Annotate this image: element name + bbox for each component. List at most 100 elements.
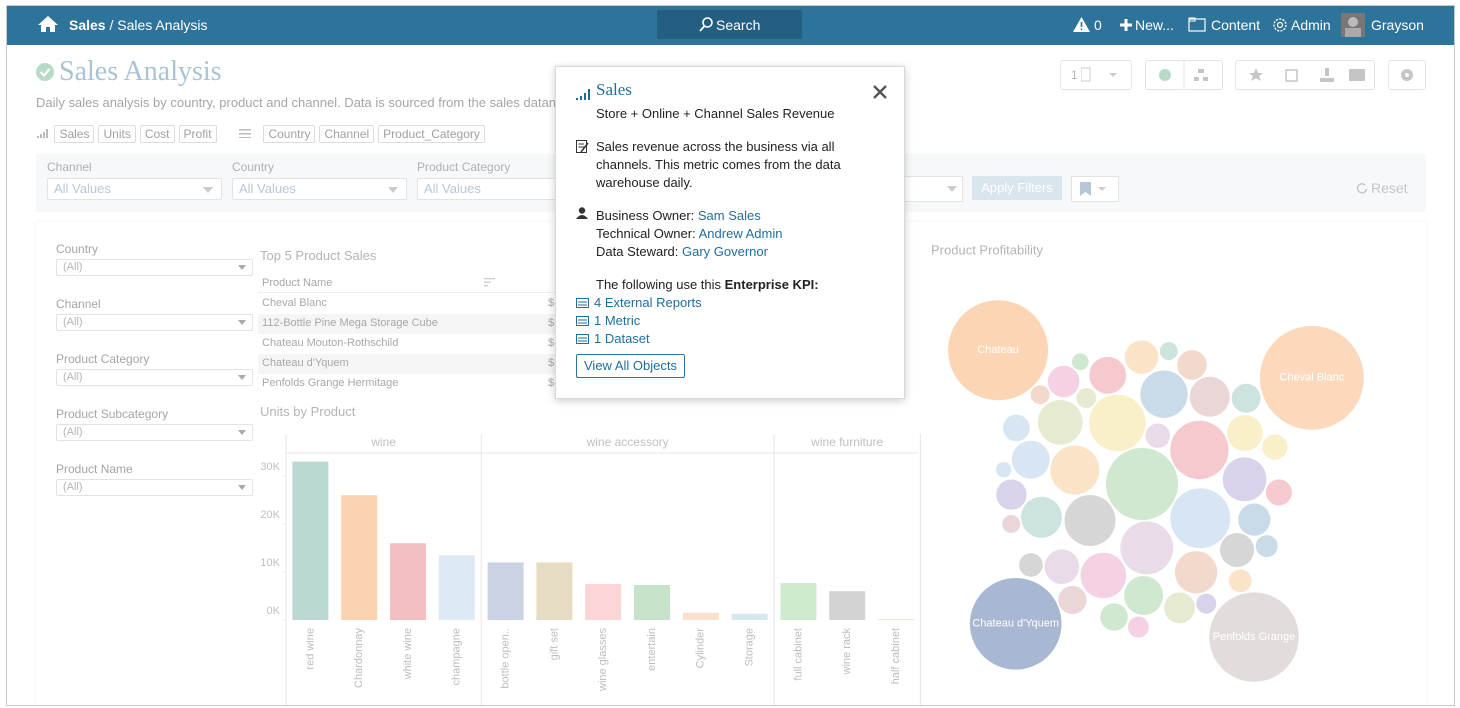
dimension-chip[interactable]: Country — [263, 125, 316, 143]
alert-count[interactable]: 0 — [1094, 17, 1102, 33]
y-tick-label: 30K — [260, 461, 280, 473]
action-group-1 — [1145, 60, 1223, 90]
bubble — [1259, 325, 1364, 430]
user-menu[interactable]: Grayson — [1371, 17, 1424, 33]
top5-product[interactable]: 112-Bottle Pine Mega Storage Cube — [262, 317, 438, 329]
settings-button[interactable] — [1388, 60, 1426, 90]
top5-product[interactable]: Chateau Mouton-Rothschild — [262, 337, 399, 349]
top5-product[interactable]: Penfolds Grange Hermitage — [262, 377, 399, 389]
bar — [292, 461, 329, 620]
admin-icon — [1273, 18, 1287, 32]
app-frame: Sales / Sales Analysis Search 0 New... C… — [6, 5, 1455, 706]
dropdown-caret — [238, 485, 246, 490]
page-selector[interactable]: 1 — [1060, 60, 1132, 90]
filter-label: Country — [232, 160, 275, 174]
sidebar-label: Channel — [56, 297, 101, 311]
panel-header: wine accessory — [586, 435, 669, 449]
bubble — [1105, 447, 1179, 521]
bar — [341, 495, 378, 620]
bubble — [1140, 370, 1188, 418]
x-tick-label: wine rack — [841, 628, 853, 676]
search-box[interactable]: Search — [657, 10, 802, 39]
top5-currency: $ — [548, 377, 555, 389]
owner-name[interactable]: Andrew Admin — [698, 226, 783, 241]
usage-icon — [576, 333, 589, 344]
x-tick-label: bottle open.. — [500, 628, 512, 689]
panel-header: wine furniture — [810, 435, 883, 449]
bubble — [1189, 376, 1230, 417]
filter-select[interactable]: All Values — [417, 178, 592, 200]
dropdown-caret — [238, 375, 246, 380]
breadcrumb-root[interactable]: Sales — [69, 17, 106, 33]
chart-title: Product Profitability — [931, 242, 1043, 257]
reset-button[interactable]: Reset — [1371, 180, 1408, 196]
alert-icon[interactable] — [1073, 17, 1090, 32]
bubble — [1159, 342, 1178, 361]
new-menu[interactable]: New... — [1135, 17, 1174, 33]
measure-chip[interactable]: Sales — [54, 125, 95, 143]
sidebar-select[interactable]: (All) — [56, 424, 253, 441]
bubble — [1262, 434, 1288, 460]
filter-label: Product Category — [417, 160, 511, 174]
home-icon[interactable] — [37, 14, 59, 34]
bubble — [1174, 551, 1218, 594]
owner-role: Technical Owner: — [596, 226, 696, 241]
reset-icon — [1356, 183, 1368, 194]
action-icons-1[interactable] — [1146, 61, 1222, 89]
sidebar-select[interactable]: (All) — [56, 479, 253, 496]
bubble — [1170, 488, 1231, 549]
search-label: Search — [716, 17, 761, 33]
action-icons-2[interactable] — [1236, 61, 1374, 89]
admin-menu[interactable]: Admin — [1291, 17, 1331, 33]
bubble-label: Penfolds Grange — [1213, 631, 1296, 643]
top5-currency: $ — [548, 337, 555, 349]
measure-chip[interactable]: Profit — [178, 125, 217, 143]
x-tick-label: entertain — [646, 628, 658, 671]
dimension-icon — [238, 129, 251, 139]
bubble — [1265, 479, 1292, 506]
sort-icon[interactable] — [484, 277, 496, 287]
sidebar-select[interactable]: (All) — [56, 314, 253, 331]
bar — [731, 613, 768, 620]
owner-icon — [576, 207, 588, 219]
view-all-button[interactable]: View All Objects — [576, 354, 685, 378]
usage-icon — [576, 297, 589, 308]
dimension-chip[interactable]: Product_Category — [378, 125, 485, 143]
usage-link[interactable]: 1 Dataset — [594, 331, 650, 346]
content-menu[interactable]: Content — [1211, 17, 1261, 33]
top5-product[interactable]: Cheval Blanc — [262, 297, 327, 309]
bar — [634, 584, 670, 620]
top5-product[interactable]: Chateau d'Yquem — [262, 357, 349, 369]
owner-name[interactable]: Gary Governor — [682, 244, 768, 259]
close-button[interactable] — [872, 84, 888, 100]
filter-select[interactable]: All Values — [47, 178, 222, 200]
sidebar-select[interactable]: (All) — [56, 369, 253, 386]
dropdown-caret — [947, 186, 957, 192]
owner-line: Technical Owner: Andrew Admin — [596, 225, 782, 243]
bubble — [1020, 496, 1062, 538]
owner-name[interactable]: Sam Sales — [697, 208, 761, 223]
y-tick-label: 0K — [267, 605, 281, 617]
bubble — [1080, 552, 1127, 599]
bubble — [1145, 423, 1170, 448]
measure-chip[interactable]: Units — [98, 125, 136, 143]
sidebar-select[interactable]: (All) — [56, 259, 253, 276]
x-tick-label: white wine — [402, 628, 414, 680]
apply-filters-button[interactable]: Apply Filters — [972, 176, 1062, 200]
usage-item: 1 Dataset — [576, 330, 702, 348]
avatar[interactable] — [1341, 13, 1365, 37]
bubble — [1019, 553, 1043, 577]
bubble — [1238, 503, 1271, 536]
chip-row: Sales Units Cost Profit Country Channel Produ… — [36, 125, 489, 143]
usage-link[interactable]: 1 Metric — [594, 313, 641, 328]
popup-title[interactable]: Sales — [596, 80, 632, 99]
y-tick-label: 10K — [260, 557, 280, 569]
bookmark-button[interactable] — [1071, 176, 1119, 202]
dropdown-caret — [203, 187, 213, 193]
plus-icon — [1120, 19, 1132, 31]
filter-select[interactable]: All Values — [232, 178, 407, 200]
dimension-chip[interactable]: Channel — [319, 125, 375, 143]
measure-chip[interactable]: Cost — [139, 125, 175, 143]
usage-link[interactable]: 4 External Reports — [594, 295, 702, 310]
search-icon — [699, 17, 713, 32]
